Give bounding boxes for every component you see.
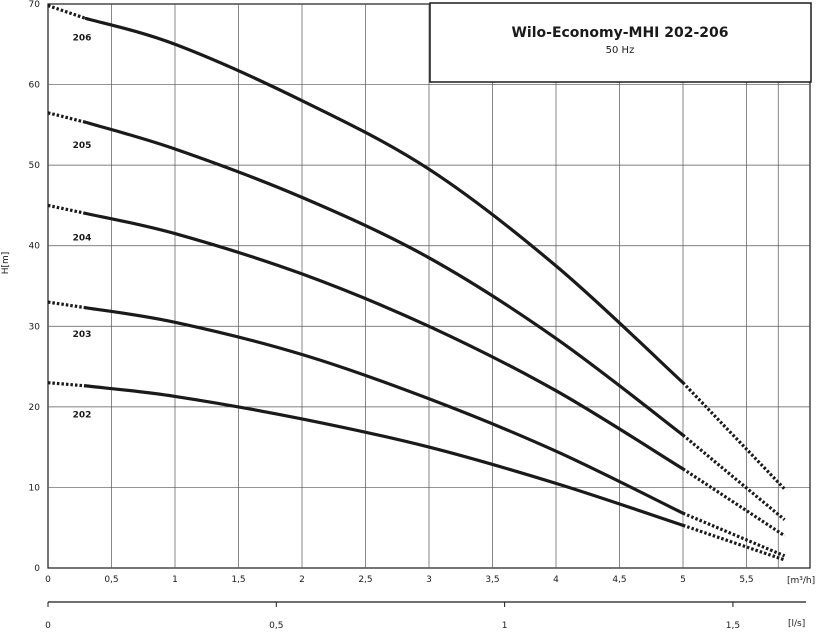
title-box: Wilo-Economy-MHI 202-206 50 Hz xyxy=(429,2,812,83)
series-line-dotted-end xyxy=(682,523,786,562)
series-line-dotted-end xyxy=(681,381,786,491)
grid xyxy=(47,3,811,569)
title-box-frame xyxy=(429,2,812,83)
chart-title: Wilo-Economy-MHI 202-206 xyxy=(511,25,728,41)
y-tick-label: 60 xyxy=(29,81,41,91)
series-label-bg xyxy=(68,31,96,44)
x-tick-label: 1 xyxy=(172,575,178,585)
series-line xyxy=(84,211,685,471)
series-line xyxy=(84,306,685,515)
x2-tick-label: 0 xyxy=(45,621,51,631)
series-label-bg xyxy=(68,328,96,341)
x-axis-unit: [m³/h] xyxy=(787,576,815,586)
series-line-dotted-start xyxy=(47,111,87,124)
series-line-dotted-start xyxy=(47,300,87,310)
series-label: 203 xyxy=(73,330,92,340)
series-line-dotted-end xyxy=(681,433,786,521)
x-tick-label: 0,5 xyxy=(104,575,118,585)
x-tick-label: 3,5 xyxy=(485,575,499,585)
series-line-dotted-end xyxy=(682,467,786,538)
series-line xyxy=(84,384,685,527)
x-tick-label: 2,5 xyxy=(358,575,372,585)
y-tick-label: 10 xyxy=(29,483,41,493)
y-tick-label: 40 xyxy=(29,242,41,252)
x-tick-label: 0 xyxy=(45,575,51,585)
x-tick-label: 4,5 xyxy=(612,575,626,585)
series-line-dotted-start xyxy=(47,381,87,388)
x2-tick-label: 0,5 xyxy=(269,621,283,631)
series-line xyxy=(84,120,685,437)
chart-subtitle: 50 Hz xyxy=(606,45,635,56)
x-tick-label: 5,5 xyxy=(739,575,753,585)
series-203: 203 xyxy=(47,300,786,558)
series-line-dotted-start xyxy=(47,203,87,216)
series-line-dotted-start xyxy=(47,4,87,21)
series-205: 205 xyxy=(47,111,786,521)
curves: 206 205 204 203 202 xyxy=(47,4,786,562)
series-label-bg xyxy=(68,408,96,421)
series-label: 205 xyxy=(73,141,92,151)
series-line-dotted-end xyxy=(682,511,786,558)
series-label: 204 xyxy=(73,233,92,243)
y-tick-label: 30 xyxy=(29,322,41,332)
y-tick-label: 0 xyxy=(34,564,40,574)
series-202: 202 xyxy=(47,381,786,562)
x2-axis-unit: [l/s] xyxy=(788,619,805,629)
y-axis-label: H[m] xyxy=(1,252,11,275)
series-label-bg xyxy=(68,138,96,151)
x2-tick-label: 1,5 xyxy=(726,621,740,631)
series-label-bg xyxy=(68,231,96,244)
y-tick-label: 20 xyxy=(29,403,41,413)
series-label: 202 xyxy=(73,411,92,421)
y-tick-label: 50 xyxy=(29,161,41,171)
series-206: 206 xyxy=(47,4,786,491)
x-tick-label: 1,5 xyxy=(231,575,245,585)
series-line xyxy=(84,16,685,385)
series-204: 204 xyxy=(47,203,786,538)
series-label: 206 xyxy=(73,34,92,44)
x-tick-label: 3 xyxy=(426,575,432,585)
y-tick-label: 70 xyxy=(29,0,41,10)
tick-labels: 0 0,5 1 1,5 2 2,5 3 3,5 4 4,5 5 5,50102030405060700… xyxy=(29,0,806,631)
x-tick-label: 4 xyxy=(553,575,559,585)
x-tick-label: 2 xyxy=(299,575,305,585)
x2-tick-label: 1 xyxy=(502,621,508,631)
x-tick-label: 5 xyxy=(680,575,686,585)
